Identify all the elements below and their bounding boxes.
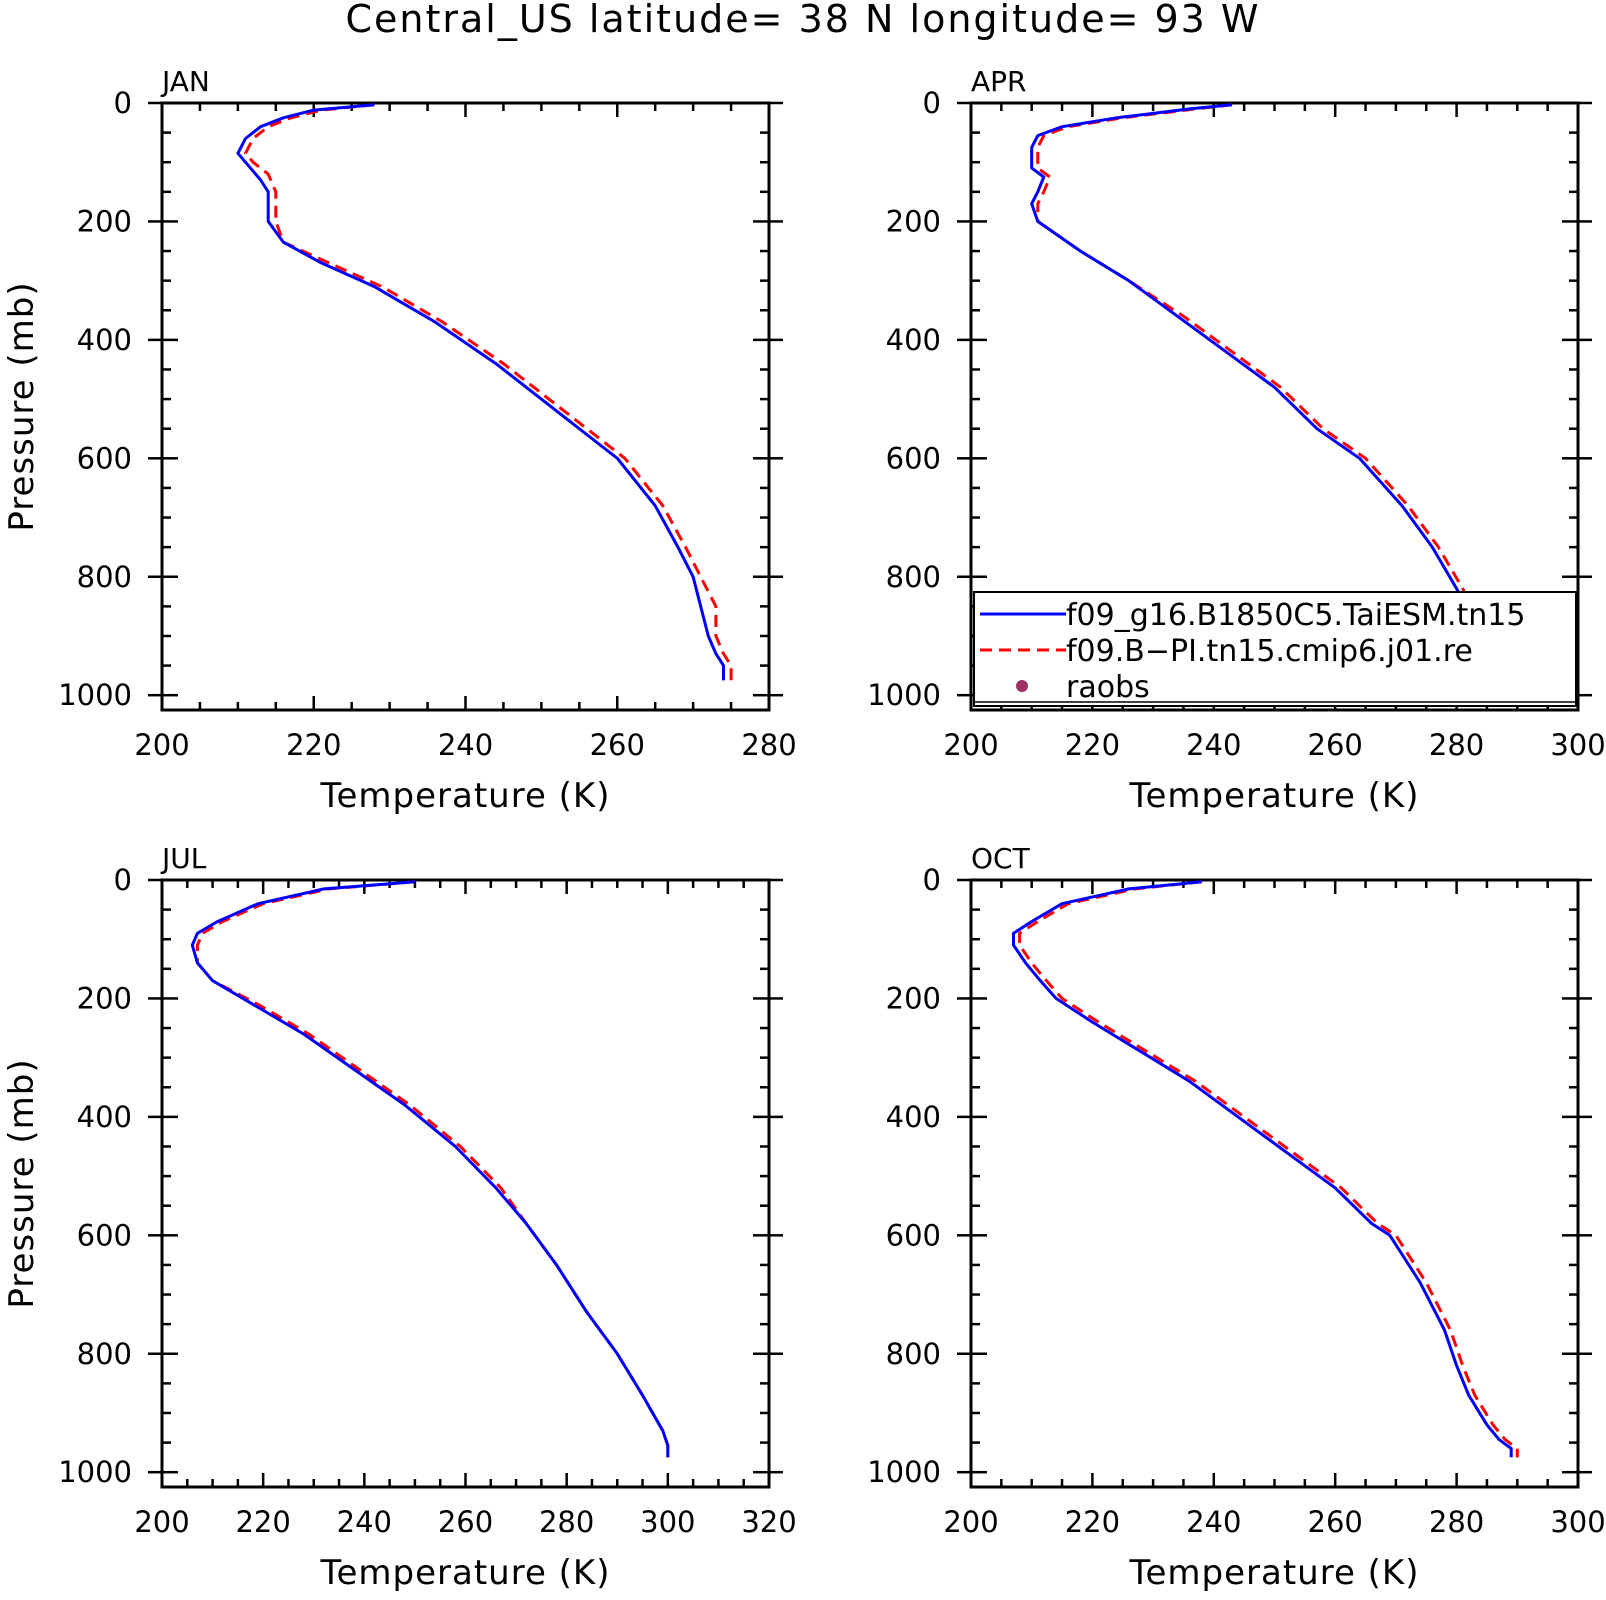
x-tick-label: 220 <box>1065 1505 1120 1539</box>
series-line-taiesm <box>1030 103 1507 682</box>
plot-frame <box>969 878 1580 1489</box>
legend-marker-raobs <box>1016 680 1028 692</box>
y-tick-label: 600 <box>886 441 941 475</box>
y-tick-label: 600 <box>77 441 132 475</box>
x-axis-label: Temperature (K) <box>319 1553 610 1593</box>
panel-label: JUL <box>160 842 207 875</box>
x-tick-label: 300 <box>1550 1505 1605 1539</box>
x-tick-label: 280 <box>1429 1505 1484 1539</box>
y-tick-label: 0 <box>923 863 941 897</box>
x-tick-label: 220 <box>235 1505 290 1539</box>
series-line-taiesm <box>1012 880 1513 1458</box>
x-tick-label: 300 <box>640 1505 695 1539</box>
x-tick-label: 260 <box>1308 728 1363 762</box>
x-tick-label: 260 <box>590 728 645 762</box>
x-tick-label: 200 <box>134 728 189 762</box>
y-tick-label: 400 <box>886 1100 941 1134</box>
y-tick-label: 1000 <box>58 1455 132 1489</box>
y-tick-label: 800 <box>886 1337 941 1371</box>
legend-label: f09_g16.B1850C5.TaiESM.tn15 <box>1066 598 1525 633</box>
x-tick-label: 260 <box>438 1505 493 1539</box>
series-line-cmip6 <box>1036 103 1513 678</box>
y-tick-label: 1000 <box>867 678 941 712</box>
series-line-cmip6 <box>195 880 670 1458</box>
panel-label: OCT <box>971 842 1031 875</box>
y-tick-label: 400 <box>77 1100 132 1134</box>
legend-label: raobs <box>1066 670 1150 705</box>
x-tick-label: 280 <box>741 728 796 762</box>
x-tick-label: 240 <box>1186 728 1241 762</box>
y-tick-label: 200 <box>77 981 132 1015</box>
panel-oct: 200 220 240 260 280 300 0 200 400 600 800 1000 Tempe… <box>867 842 1605 1593</box>
x-tick-label: 260 <box>1308 1505 1363 1539</box>
x-tick-label: 280 <box>539 1505 594 1539</box>
x-tick-label: 240 <box>438 728 493 762</box>
series-line-taiesm <box>190 880 670 1458</box>
panel-label: APR <box>971 65 1027 98</box>
x-tick-label: 200 <box>943 1505 998 1539</box>
y-tick-label: 800 <box>886 560 941 594</box>
x-tick-label: 200 <box>943 728 998 762</box>
y-tick-label: 0 <box>114 863 132 897</box>
x-tick-label: 220 <box>286 728 341 762</box>
plot-frame <box>160 878 771 1489</box>
x-tick-label: 320 <box>741 1505 796 1539</box>
series-line-cmip6 <box>1018 880 1519 1458</box>
y-tick-label: 600 <box>77 1218 132 1252</box>
panels: 200 220 240 260 280 0 200 400 600 800 1000 Temperat… <box>2 65 1606 1593</box>
y-tick-label: 200 <box>77 204 132 238</box>
legend-label: f09.B−PI.tn15.cmip6.j01.re <box>1066 634 1473 669</box>
panel-jul: 200 220 240 260 280 300 320 0 200 400 600 800 1000 Te… <box>2 842 797 1593</box>
x-axis-label: Temperature (K) <box>1128 776 1419 816</box>
legend-box <box>973 591 1577 707</box>
y-tick-label: 1000 <box>867 1455 941 1489</box>
y-tick-label: 0 <box>923 86 941 120</box>
panel-label: JAN <box>160 65 210 98</box>
series-line-taiesm <box>236 103 725 681</box>
plot-frame <box>160 101 771 712</box>
y-tick-label: 1000 <box>58 678 132 712</box>
x-tick-label: 280 <box>1429 728 1484 762</box>
x-axis-label: Temperature (K) <box>319 776 610 816</box>
y-tick-label: 0 <box>114 86 132 120</box>
y-tick-label: 400 <box>77 323 132 357</box>
y-tick-label: 200 <box>886 981 941 1015</box>
panel-jan: 200 220 240 260 280 0 200 400 600 800 1000 Temperat… <box>2 65 797 816</box>
x-axis-label: Temperature (K) <box>1128 1553 1419 1593</box>
legend: f09_g16.B1850C5.TaiESM.tn15f09.B−PI.tn15… <box>973 591 1577 707</box>
y-axis-label: Pressure (mb) <box>2 281 42 531</box>
x-tick-label: 240 <box>1186 1505 1241 1539</box>
figure-title: Central_US latitude= 38 N longitude= 93 … <box>346 0 1261 41</box>
x-tick-label: 300 <box>1550 728 1605 762</box>
y-tick-label: 600 <box>886 1218 941 1252</box>
panel-apr: 200 220 240 260 280 300 0 200 400 600 800 1000 Tempe… <box>867 65 1605 816</box>
x-tick-label: 200 <box>134 1505 189 1539</box>
x-tick-label: 240 <box>337 1505 392 1539</box>
y-tick-label: 400 <box>886 323 941 357</box>
x-tick-label: 220 <box>1065 728 1120 762</box>
series-line-cmip6 <box>244 103 733 681</box>
y-tick-label: 800 <box>77 560 132 594</box>
y-tick-label: 800 <box>77 1337 132 1371</box>
y-tick-label: 200 <box>886 204 941 238</box>
y-axis-label: Pressure (mb) <box>2 1058 42 1308</box>
